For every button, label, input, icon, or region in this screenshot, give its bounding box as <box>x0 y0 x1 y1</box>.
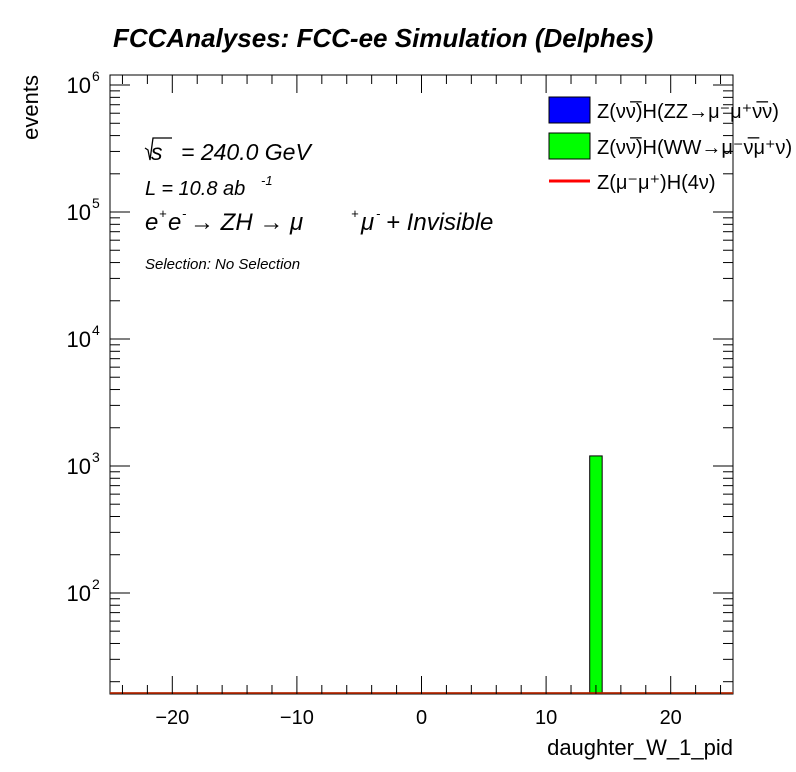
luminosity-annotation: L = 10.8 ab -1 <box>145 173 273 200</box>
y-tick-exponent: 2 <box>92 576 100 592</box>
x-axis-label: daughter_W_1_pid <box>547 735 733 760</box>
sqrt-s-value: = 240.0 GeV <box>181 139 313 165</box>
legend-label-mumu: Z(μ⁻μ⁺)H(4ν) <box>597 172 716 194</box>
y-tick-exponent: 3 <box>92 449 100 465</box>
sqrt-s-symbol: s <box>151 139 163 165</box>
bar-series-1-bin-0 <box>589 455 603 695</box>
sqrt-s-annotation: s = 240.0 GeV <box>144 137 313 165</box>
x-tick-label: 10 <box>535 707 557 729</box>
process-invisible: + Invisible <box>386 209 493 236</box>
legend-swatch-ww <box>548 132 591 160</box>
x-tick-label: −10 <box>280 707 314 729</box>
plot-frame <box>109 74 734 695</box>
process-e2-sup: - <box>182 206 187 221</box>
y-tick-label: 10 <box>67 454 91 479</box>
process-e1-sup: + <box>159 206 167 221</box>
x-tick-label: 20 <box>660 707 682 729</box>
process-mu2: μ <box>360 209 374 236</box>
process-e2: e <box>168 209 181 236</box>
data-marks <box>110 455 733 695</box>
process-zh: → ZH → μ <box>190 209 303 236</box>
sqrt-sign <box>144 137 172 161</box>
process-mu1-sup: + <box>351 206 359 221</box>
y-tick-label: 10 <box>67 73 91 98</box>
y-tick-label: 10 <box>67 200 91 225</box>
x-tick-label: −20 <box>155 707 189 729</box>
chart-title: FCCAnalyses: FCC-ee Simulation (Delphes) <box>113 23 653 53</box>
y-tick-exponent: 6 <box>92 68 100 84</box>
legend-label-ww: Z(νν̅)H(WW→μ⁻ν̅μ⁺ν) <box>597 136 792 159</box>
legend-label-zz: Z(νν̅)H(ZZ→μ⁻μ⁺ν̅ν) <box>597 100 779 123</box>
process-mu2-sup: - <box>376 206 381 221</box>
y-axis-label: events <box>18 75 43 140</box>
lumi-text: L = 10.8 ab <box>145 178 245 200</box>
legend: Z(νν̅)H(ZZ→μ⁻μ⁺ν̅ν) Z(νν̅)H(WW→μ⁻ν̅μ⁺ν) … <box>548 96 792 194</box>
selection-annotation: Selection: No Selection <box>145 256 300 273</box>
y-tick-label: 10 <box>67 327 91 352</box>
y-tick-label: 10 <box>67 581 91 606</box>
y-tick-exponent: 5 <box>92 195 100 211</box>
process-annotation: e + e - → ZH → μ + μ - + Invisible <box>145 206 493 236</box>
x-tick-label: 0 <box>416 707 427 729</box>
legend-swatch-zz <box>548 96 591 124</box>
process-e1: e <box>145 209 158 236</box>
lumi-exponent: -1 <box>261 173 273 188</box>
y-tick-exponent: 4 <box>92 322 100 338</box>
